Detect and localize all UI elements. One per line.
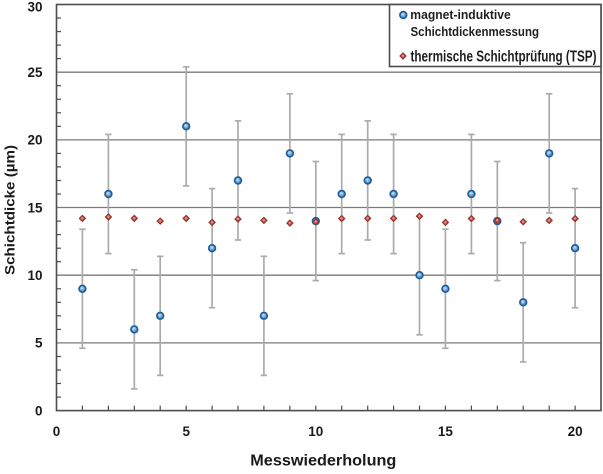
svg-text:25: 25 [27, 65, 43, 80]
svg-text:10: 10 [27, 268, 42, 283]
svg-text:0: 0 [53, 424, 61, 439]
svg-text:30: 30 [27, 0, 42, 15]
svg-text:thermische Schichtprüfung (TSP: thermische Schichtprüfung (TSP) [411, 49, 597, 66]
svg-text:15: 15 [27, 200, 43, 215]
svg-text:5: 5 [182, 424, 190, 439]
svg-text:0: 0 [35, 403, 43, 418]
svg-text:5: 5 [35, 336, 43, 351]
svg-text:Schichtdickenmessung: Schichtdickenmessung [411, 24, 540, 39]
svg-text:20: 20 [568, 424, 583, 439]
svg-text:10: 10 [308, 424, 323, 439]
svg-text:15: 15 [438, 424, 454, 439]
svg-text:20: 20 [27, 133, 42, 148]
svg-text:Messwiederholung: Messwiederholung [250, 452, 396, 469]
svg-text:Schichtdicke (µm): Schichtdicke (µm) [2, 145, 18, 275]
svg-text:magnet-induktive: magnet-induktive [410, 7, 511, 22]
